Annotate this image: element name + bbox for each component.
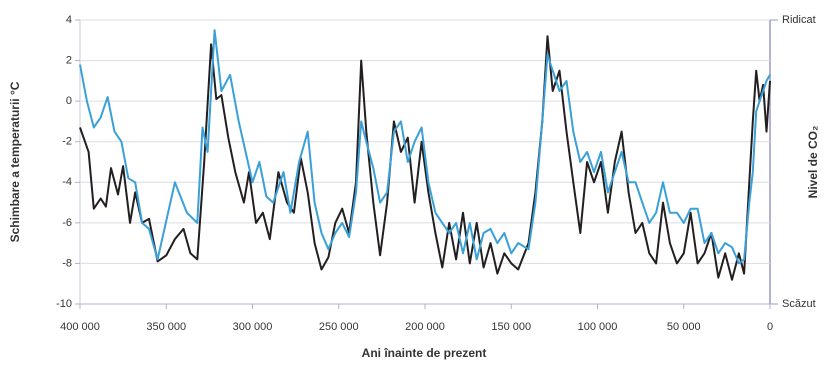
x-tick-label: 150 000 [491,321,531,333]
series-line [79,35,771,281]
y2-axis-title: Nivel de CO₂ [806,126,820,199]
x-tick-label: 300 000 [233,321,273,333]
y-tick-label: 4 [66,14,72,26]
x-tick-label: 0 [767,321,773,333]
series-line [79,29,771,265]
y-tick-label: -6 [62,217,72,229]
x-tick-label: 200 000 [405,321,445,333]
x-tick-label: 100 000 [578,321,618,333]
x-tick-label: 350 000 [146,321,186,333]
x-axis-title: Ani înainte de prezent [362,346,487,360]
y2-top-label: Ridicat [782,14,816,26]
y-tick-label: -8 [62,257,72,269]
x-tick-label: 50 000 [667,321,701,333]
y-tick-label: 2 [66,54,72,66]
y-tick-label: 0 [66,95,72,107]
y2-bottom-label: Scăzut [782,298,816,310]
x-tick-label: 400 000 [60,321,100,333]
y-tick-label: -2 [62,136,72,148]
x-tick-label: 250 000 [319,321,359,333]
y-tick-label: -4 [62,176,72,188]
y-axis-title: Schimbare a temperaturii °C [8,81,22,242]
y-tick-label: -10 [56,298,72,310]
